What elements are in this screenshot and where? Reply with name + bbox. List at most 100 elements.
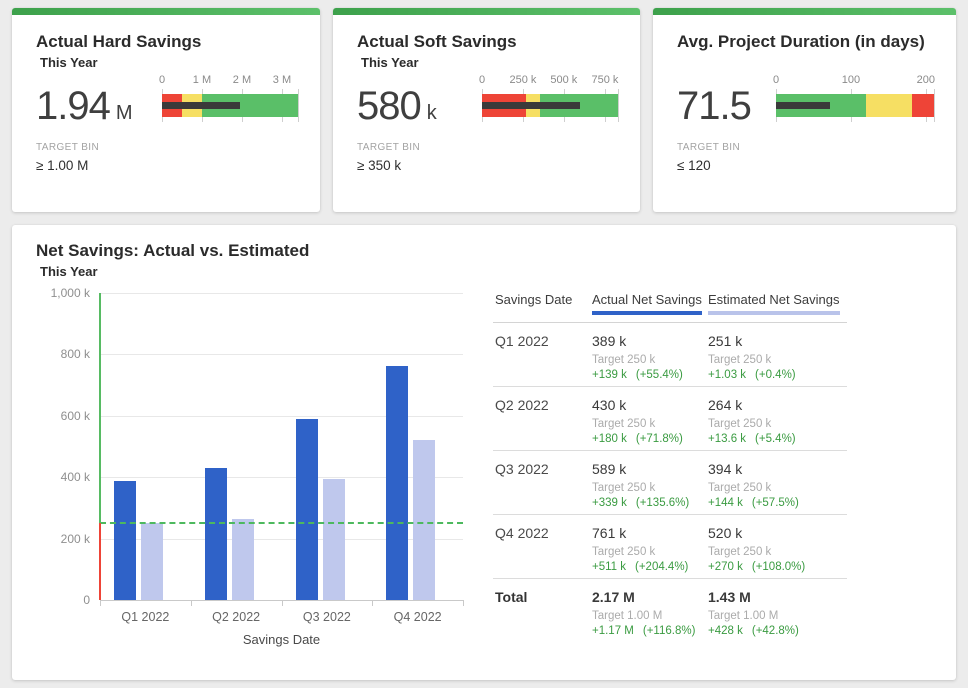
bullet-band bbox=[162, 89, 299, 122]
bullet-chart: 0 1 M 2 M 3 M bbox=[158, 74, 299, 122]
kpi-subtitle bbox=[681, 55, 936, 72]
kpi-content: 580 k 0 250 k 500 k 750 k bbox=[357, 72, 619, 126]
column-header-label: Estimated Net Savings bbox=[708, 292, 840, 315]
table-row[interactable]: Q4 2022 761 k Target 250 k +511 k (+204.4%) 5… bbox=[493, 515, 847, 579]
variance-percent: (+108.0%) bbox=[751, 561, 806, 573]
variance-amount: +270 k bbox=[708, 561, 743, 573]
cell-variance: +139 k (+55.4%) bbox=[592, 369, 708, 381]
variance-amount: +339 k bbox=[592, 497, 627, 509]
bullet-axis-tick-label: 250 k bbox=[509, 74, 537, 86]
savings-table: Savings Date Actual Net Savings Estimated … bbox=[493, 277, 847, 643]
bullet-range-red bbox=[911, 94, 934, 117]
bullet-band bbox=[776, 89, 935, 122]
x-axis-tick bbox=[100, 600, 101, 606]
estimated-cell: 264 k Target 250 k +13.6 k (+5.4%) bbox=[708, 397, 847, 450]
table-total-row[interactable]: Total 2.17 M Target 1.00 M +1.17 M (+116.8%)… bbox=[493, 579, 847, 643]
table-header-row: Savings Date Actual Net Savings Estimated … bbox=[493, 277, 847, 323]
variance-amount: +13.6 k bbox=[708, 433, 747, 445]
y-axis-label: 200 k bbox=[60, 531, 90, 546]
cell-target: Target 1.00 M bbox=[708, 610, 779, 622]
x-axis-title: Savings Date bbox=[242, 632, 321, 647]
cell-target: Target 250 k bbox=[708, 546, 772, 558]
cell-value: 1.43 M bbox=[708, 589, 751, 605]
variance-percent: (+204.4%) bbox=[635, 561, 689, 573]
bullet-tick-mark bbox=[934, 89, 935, 122]
net-savings-card: Net Savings: Actual vs. Estimated This Y… bbox=[12, 225, 956, 680]
bar-actual-q4-2022[interactable] bbox=[386, 366, 409, 600]
cell-value: 589 k bbox=[592, 461, 627, 477]
bullet-tick-mark bbox=[618, 89, 619, 122]
variance-amount: +1.17 M bbox=[592, 625, 634, 637]
bullet-range-green bbox=[202, 94, 298, 117]
actual-cell: 389 k Target 250 k +139 k (+55.4%) bbox=[592, 333, 708, 386]
row-date: Q4 2022 bbox=[495, 525, 549, 541]
cell-value: 520 k bbox=[708, 525, 743, 541]
column-header-actual: Actual Net Savings bbox=[592, 292, 708, 315]
kpi-target-bin-value: ≤ 120 bbox=[677, 158, 711, 173]
y-axis-line-below-target bbox=[99, 523, 101, 600]
x-axis-tick bbox=[281, 600, 283, 606]
table-row[interactable]: Q1 2022 389 k Target 250 k +139 k (+55.4%) 25… bbox=[493, 323, 847, 387]
cell-variance: +511 k (+204.4%) bbox=[592, 561, 708, 573]
bar-actual-q2-2022[interactable] bbox=[204, 467, 227, 600]
cell-value: 2.17 M bbox=[592, 589, 635, 605]
bullet-axis-tick-label: 2 M bbox=[232, 74, 252, 86]
bullet-axis-tick-label: 3 M bbox=[272, 74, 292, 86]
variance-percent: (+42.8%) bbox=[751, 625, 799, 637]
table-row[interactable]: Q3 2022 589 k Target 250 k +339 k (+135.6%) 3… bbox=[493, 451, 847, 515]
gridline bbox=[100, 354, 463, 356]
bar-actual-q1-2022[interactable] bbox=[114, 480, 136, 600]
kpi-target-bin-label: TARGET BIN bbox=[357, 142, 421, 153]
variance-percent: (+5.4%) bbox=[755, 433, 796, 445]
kpi-subtitle: This Year bbox=[361, 55, 419, 70]
variance-percent: (+55.4%) bbox=[635, 369, 683, 381]
y-axis-label: 800 k bbox=[60, 347, 90, 362]
bar-estimated-q1-2022[interactable] bbox=[141, 522, 163, 600]
bullet-band bbox=[482, 89, 619, 122]
kpi-value-number: 1.94 bbox=[36, 84, 111, 128]
kpi-value-number: 580 bbox=[357, 84, 422, 128]
estimated-cell: 394 k Target 250 k +144 k (+57.5%) bbox=[708, 461, 847, 514]
gridline bbox=[100, 477, 463, 479]
table-row[interactable]: Q2 2022 430 k Target 250 k +180 k (+71.8%) 26… bbox=[493, 387, 847, 451]
bullet-axis-tick-label: 100 bbox=[841, 74, 861, 86]
variance-percent: (+135.6%) bbox=[635, 497, 690, 509]
y-axis-label: 0 bbox=[83, 593, 90, 607]
variance-percent: (+116.8%) bbox=[642, 625, 696, 637]
cell-value: 251 k bbox=[708, 333, 743, 349]
gridline bbox=[100, 538, 463, 540]
cell-variance: +1.17 M (+116.8%) bbox=[592, 625, 708, 637]
variance-percent: (+71.8%) bbox=[635, 433, 683, 445]
bar-actual-q3-2022[interactable] bbox=[295, 419, 318, 600]
bullet-axis-labels: 0 1 M 2 M 3 M bbox=[158, 74, 298, 89]
variance-amount: +428 k bbox=[708, 625, 743, 637]
cell-target: Target 250 k bbox=[592, 482, 656, 494]
variance-amount: +180 k bbox=[592, 433, 627, 445]
column-header-label: Savings Date bbox=[495, 292, 573, 307]
kpi-value-number: 71.5 bbox=[677, 84, 752, 128]
kpi-target-bin-value: ≥ 1.00 M bbox=[36, 158, 89, 173]
cell-target: Target 250 k bbox=[592, 354, 656, 366]
target-reference-line bbox=[100, 522, 463, 525]
bullet-measure-bar bbox=[776, 102, 830, 109]
bullet-axis-labels: 0 100 200 bbox=[773, 74, 935, 89]
bullet-axis-tick-label: 0 bbox=[158, 74, 166, 86]
column-header-date: Savings Date bbox=[493, 292, 592, 315]
x-axis-tick bbox=[190, 600, 192, 606]
row-date: Q3 2022 bbox=[495, 461, 549, 477]
cell-variance: +339 k (+135.6%) bbox=[592, 497, 708, 509]
x-axis-tick bbox=[463, 600, 464, 606]
column-header-label: Actual Net Savings bbox=[592, 292, 702, 315]
chart-subtitle: This Year bbox=[40, 264, 98, 279]
kpi-target-bin-value: ≥ 350 k bbox=[357, 158, 402, 173]
kpi-value: 71.5 bbox=[677, 86, 757, 126]
bar-estimated-q2-2022[interactable] bbox=[231, 518, 254, 600]
bar-estimated-q3-2022[interactable] bbox=[322, 479, 345, 600]
bullet-axis-tick-label: 0 bbox=[478, 74, 486, 86]
bar-chart: 0 200 k 400 k 600 k 800 k 1,000 k Q1 2022 Q2 20… bbox=[12, 225, 956, 680]
kpi-card-actual-hard-savings: Actual Hard Savings This Year 1.94 M 0 1 M… bbox=[12, 8, 320, 212]
kpi-card-actual-soft-savings: Actual Soft Savings This Year 580 k 0 250 … bbox=[333, 8, 640, 212]
bullet-axis-tick-label: 200 bbox=[916, 74, 935, 86]
kpi-value: 580 k bbox=[357, 86, 437, 126]
bar-estimated-q4-2022[interactable] bbox=[413, 440, 436, 600]
